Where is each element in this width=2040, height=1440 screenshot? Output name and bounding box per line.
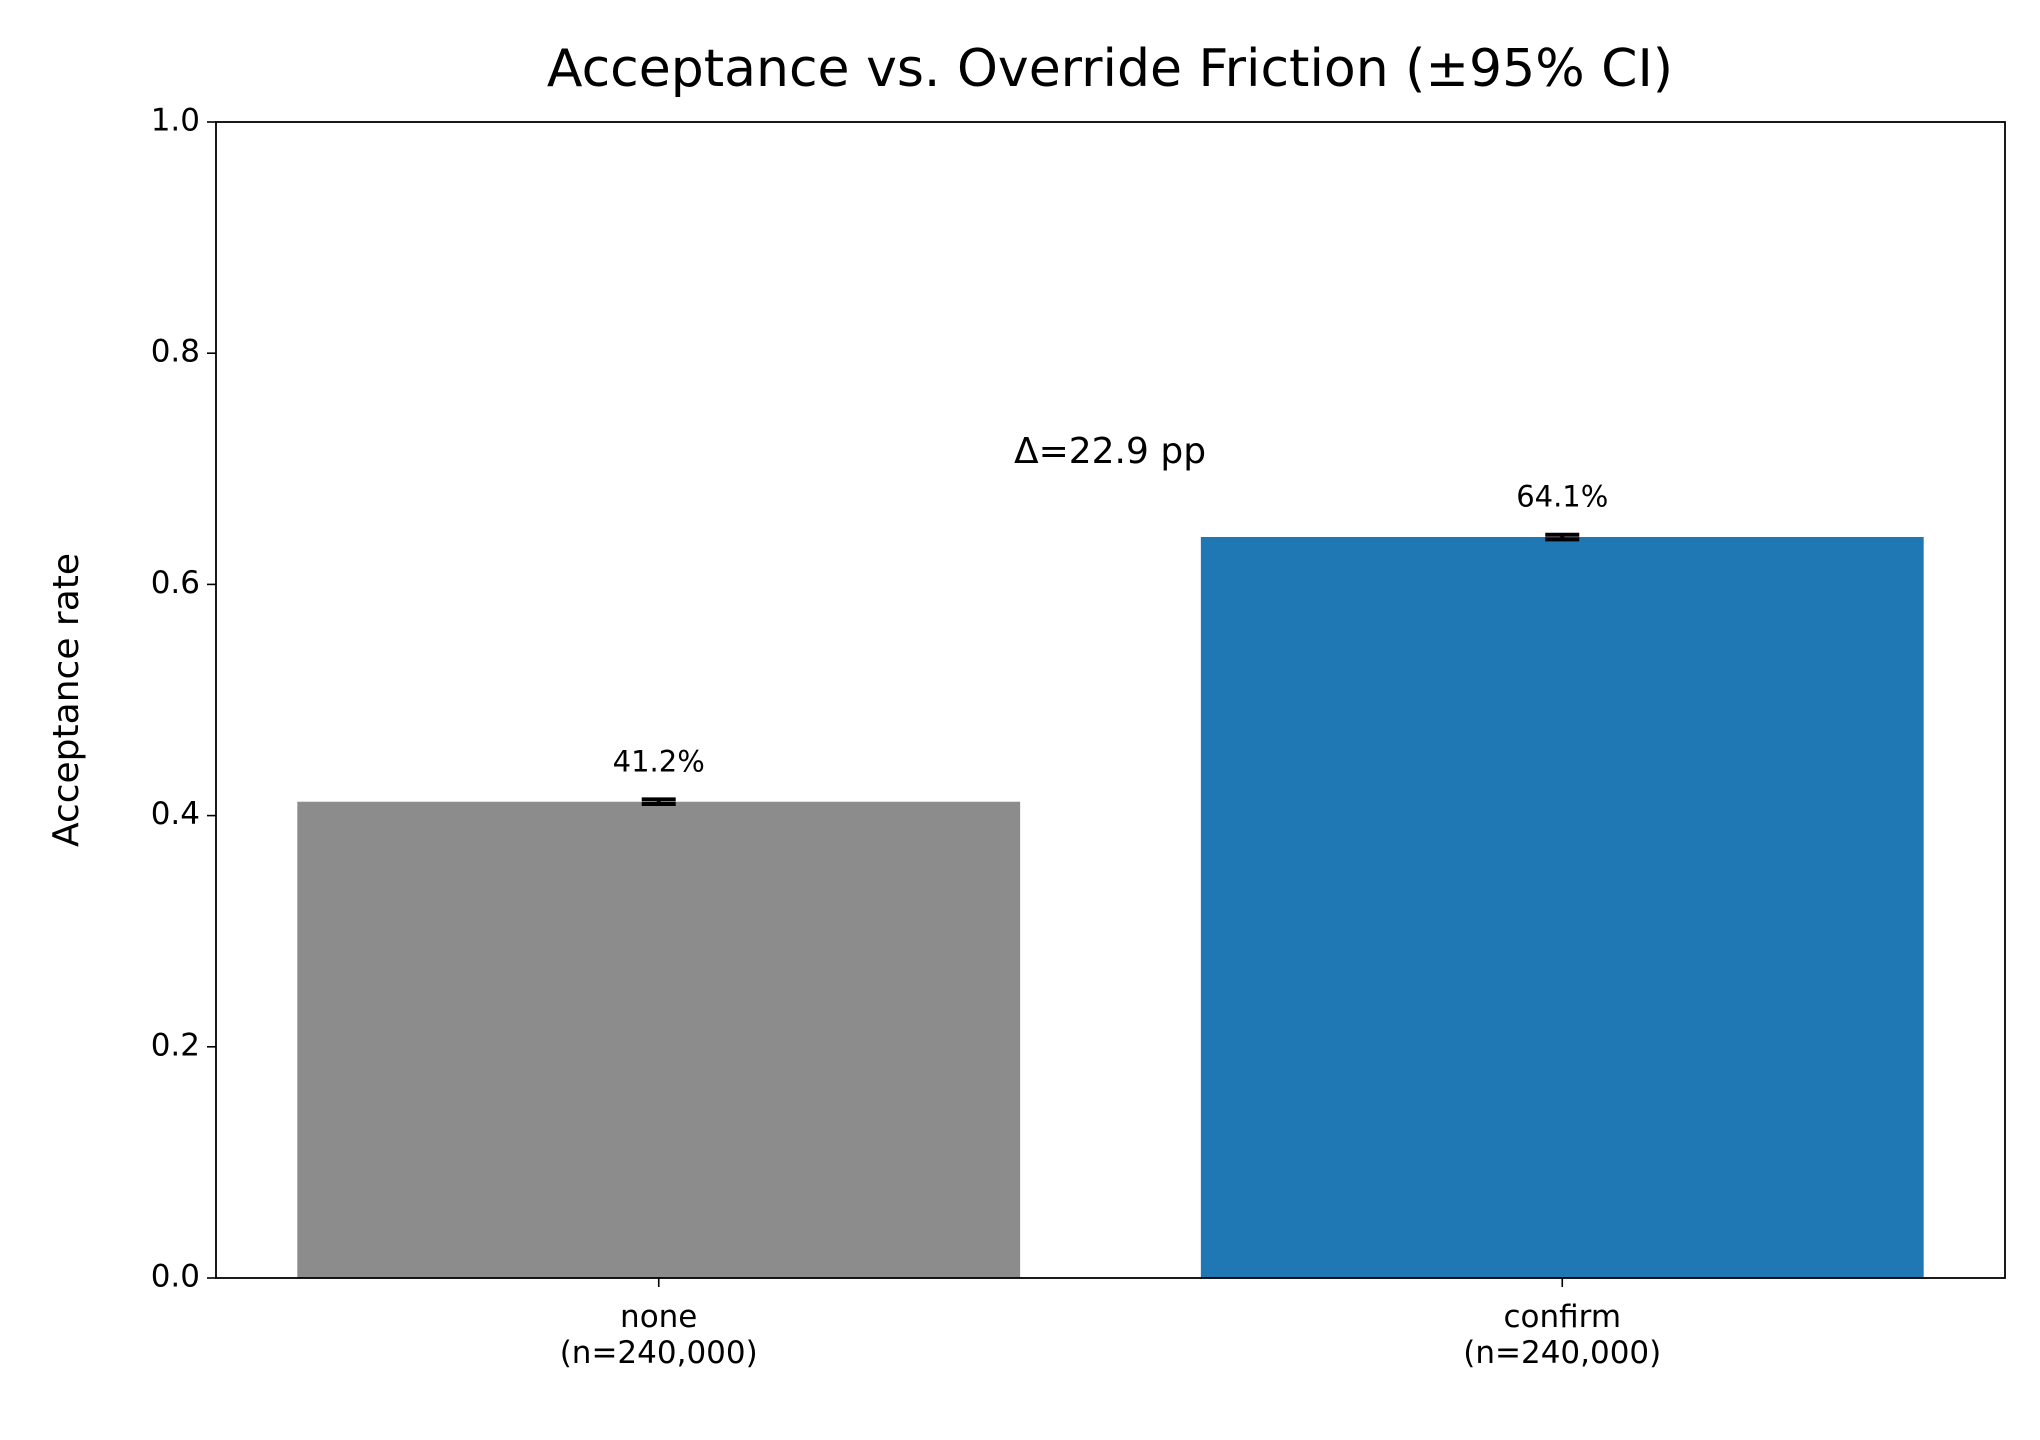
value-label: 41.2%: [613, 744, 705, 778]
y-tick-label: 1.0: [151, 103, 200, 139]
chart-title: Acceptance vs. Override Friction (±95% C…: [547, 39, 1673, 99]
y-tick-label: 0.0: [151, 1259, 200, 1295]
y-tick-label: 0.8: [151, 334, 200, 370]
plot-frame: [215, 121, 2006, 1279]
bar: [1200, 537, 1924, 1278]
y-tick-label: 0.2: [151, 1027, 200, 1063]
x-tick-label: confirm (n=240,000): [1463, 1299, 1662, 1371]
y-tick-label: 0.6: [151, 565, 200, 601]
bar: [297, 801, 1021, 1278]
annotation: Δ=22.9 pp: [1014, 431, 1206, 472]
x-tick-label: none (n=240,000): [559, 1299, 758, 1371]
y-tick-label: 0.4: [151, 796, 200, 832]
error-bar: [1545, 532, 1580, 542]
error-bar: [641, 797, 676, 807]
value-label: 64.1%: [1516, 480, 1608, 514]
y-axis-label: Acceptance rate: [46, 553, 87, 847]
